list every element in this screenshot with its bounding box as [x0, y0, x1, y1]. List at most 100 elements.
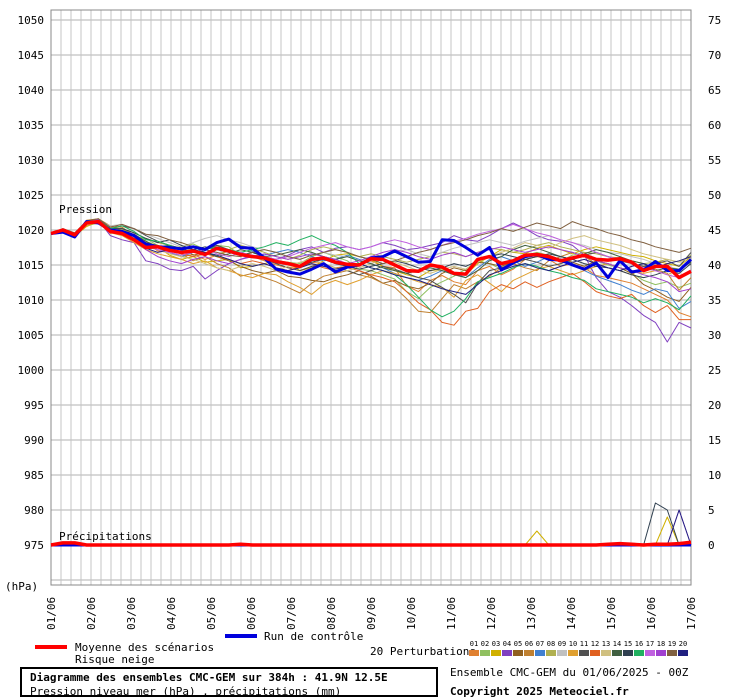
y-tick-label-right: 50 [708, 189, 721, 202]
x-tick-label: 15/06 [605, 597, 618, 630]
y-tick-label-right: 40 [708, 259, 721, 272]
y-tick-label-right: 20 [708, 399, 721, 412]
y-tick-label-left: 1030 [18, 154, 45, 167]
perturbation-legend-swatch [491, 650, 501, 656]
y-tick-label-right: 5 [708, 504, 715, 517]
perturbation-legend-swatch [612, 650, 622, 656]
perturbation-legend-swatch [557, 650, 567, 656]
y-tick-label-left: 975 [24, 539, 44, 552]
perturbation-legend-number: 14 [613, 640, 621, 648]
x-tick-label: 08/06 [325, 597, 338, 630]
perturbation-legend-swatch [546, 650, 556, 656]
perturbations-legend: 01 02 03 04 05 06 07 08 09 10 11 12 13 14 15 16 17 18 19 20 [469, 640, 688, 656]
x-tick-label: 13/06 [525, 597, 538, 630]
perturbation-legend-number: 10 [569, 640, 577, 648]
y-tick-label-right: 25 [708, 364, 721, 377]
perturbation-legend-number: 16 [635, 640, 643, 648]
control-legend-label: Run de contrôle [264, 630, 363, 643]
x-axis: 01/06 02/06 03/06 04/06 05/06 06/06 07/06 08/06… [45, 597, 698, 630]
y-tick-label-left: 1025 [18, 189, 45, 202]
perturbation-legend-swatch [502, 650, 512, 656]
perturbation-legend-swatch [469, 650, 479, 656]
unit-label: (hPa) [5, 580, 38, 593]
perturbation-legend-swatch [480, 650, 490, 656]
perturbation-legend-swatch [623, 650, 633, 656]
x-tick-label: 04/06 [165, 597, 178, 630]
y-tick-label-left: 1020 [18, 224, 45, 237]
perturbation-legend-swatch [524, 650, 534, 656]
perturbation-legend-swatch [590, 650, 600, 656]
x-tick-label: 05/06 [205, 597, 218, 630]
x-tick-label: 17/06 [685, 597, 698, 630]
perturbation-legend-number: 15 [624, 640, 632, 648]
perturbation-legend-number: 06 [525, 640, 533, 648]
x-tick-label: 11/06 [445, 597, 458, 630]
perturbation-legend-swatch [634, 650, 644, 656]
y-tick-label-left: 990 [24, 434, 44, 447]
perturbation-legend-number: 11 [580, 640, 588, 648]
chart-subtitle: Pression niveau mer (hPa) , précipitatio… [30, 685, 342, 698]
y-tick-label-left: 1015 [18, 259, 45, 272]
copyright-label: Copyright 2025 Meteociel.fr [450, 685, 629, 698]
perturbation-legend-swatch [535, 650, 545, 656]
perturbation-legend-number: 19 [668, 640, 676, 648]
perturbation-legend-swatch [667, 650, 677, 656]
mean-precip-line [50, 540, 692, 547]
x-tick-label: 12/06 [485, 597, 498, 630]
perturbation-legend-number: 18 [657, 640, 665, 648]
y-tick-label-left: 1010 [18, 294, 45, 307]
x-tick-label: 02/06 [85, 597, 98, 630]
y-tick-label-right: 70 [708, 49, 721, 62]
x-tick-label: 09/06 [365, 597, 378, 630]
y-tick-label-right: 75 [708, 14, 721, 27]
y-tick-label-left: 1040 [18, 84, 45, 97]
y-tick-label-left: 1045 [18, 49, 45, 62]
perturbation-legend-number: 08 [547, 640, 555, 648]
y-tick-label-right: 60 [708, 119, 721, 132]
x-tick-label: 16/06 [645, 597, 658, 630]
grid [50, 9, 692, 586]
title-box: Diagramme des ensembles CMC-GEM sur 384h… [20, 667, 438, 698]
y-tick-label-left: 980 [24, 504, 44, 517]
plot-frame [50, 9, 692, 586]
y-tick-label-left: 1000 [18, 364, 45, 377]
y-tick-label-right: 35 [708, 294, 721, 307]
perturbation-legend-number: 13 [602, 640, 610, 648]
y-tick-label-right: 15 [708, 434, 721, 447]
perturbation-17-pressure-line [50, 220, 692, 279]
perturbation-legend-number: 02 [481, 640, 489, 648]
perturbation-legend-number: 03 [492, 640, 500, 648]
y-tick-label-right: 0 [708, 539, 715, 552]
legend: Moyenne des scénarios Risque neige Run d… [35, 630, 688, 666]
y-tick-label-left: 995 [24, 399, 44, 412]
mean-legend-label: Moyenne des scénarios [75, 641, 214, 654]
x-tick-label: 14/06 [565, 597, 578, 630]
y-tick-label-right: 55 [708, 154, 721, 167]
y-tick-label-right: 45 [708, 224, 721, 237]
y-axis-left: 1050 1045 1040 1035 1030 1025 1020 1015 1010 1005… [18, 14, 45, 552]
perturbation-legend-swatch [568, 650, 578, 656]
perturbation-legend-number: 05 [514, 640, 522, 648]
perturbation-legend-swatch [656, 650, 666, 656]
y-tick-label-left: 1035 [18, 119, 45, 132]
y-tick-label-left: 1050 [18, 14, 45, 27]
y-tick-label-right: 30 [708, 329, 721, 342]
perturbation-legend-swatch [678, 650, 688, 656]
y-tick-label-right: 65 [708, 84, 721, 97]
perturbation-legend-swatch [601, 650, 611, 656]
perturbation-legend-number: 07 [536, 640, 544, 648]
risk-label: Risque neige [75, 653, 154, 666]
perturbation-legend-number: 20 [679, 640, 687, 648]
perturbation-legend-number: 09 [558, 640, 566, 648]
perturbation-legend-number: 12 [591, 640, 599, 648]
perturbations-label: 20 Perturbations [370, 645, 476, 658]
perturbation-legend-swatch [513, 650, 523, 656]
x-tick-label: 10/06 [405, 597, 418, 630]
pressure-section-label: Pression [59, 203, 112, 216]
series-group [50, 218, 693, 547]
perturbation-15-pressure-line [50, 221, 692, 279]
perturbation-legend-number: 17 [646, 640, 654, 648]
y-tick-label-right: 10 [708, 469, 721, 482]
perturbation-20-pressure-line [50, 221, 692, 295]
